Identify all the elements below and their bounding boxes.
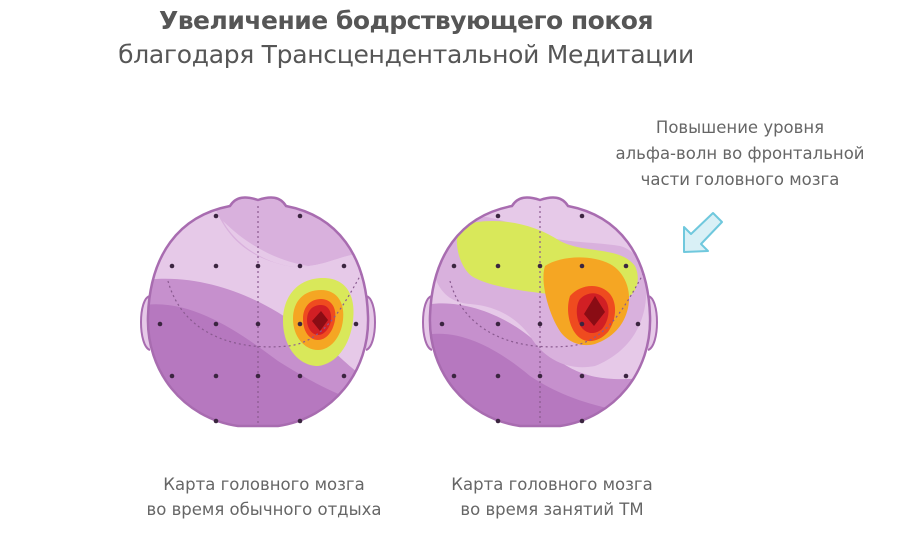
annotation-line: части головного мозга (640, 170, 840, 189)
caption-line: во время обычного отдыха (146, 500, 382, 519)
caption-line: Карта головного мозга (451, 475, 653, 494)
page-title: Увеличение бодрствующего покоя (158, 6, 654, 35)
caption-rest: Карта головного мозга во время обычного … (114, 472, 414, 522)
title-block: Увеличение бодрствующего покоя благодаря… (0, 4, 812, 72)
frontal-alpha-annotation: Повышение уровня альфа-волн во фронтальн… (595, 115, 885, 193)
brain-map-tm (422, 196, 658, 428)
caption-line: во время занятий ТМ (460, 500, 644, 519)
caption-tm: Карта головного мозга во время занятий Т… (402, 472, 702, 522)
annotation-line: Повышение уровня (655, 118, 825, 137)
pointer-arrow-icon (683, 212, 723, 253)
page-subtitle: благодаря Трансцендентальной Медитации (118, 40, 694, 69)
caption-line: Карта головного мозга (163, 475, 365, 494)
annotation-line: альфа-волн во фронтальной (615, 144, 865, 163)
brain-map-rest (140, 196, 376, 428)
